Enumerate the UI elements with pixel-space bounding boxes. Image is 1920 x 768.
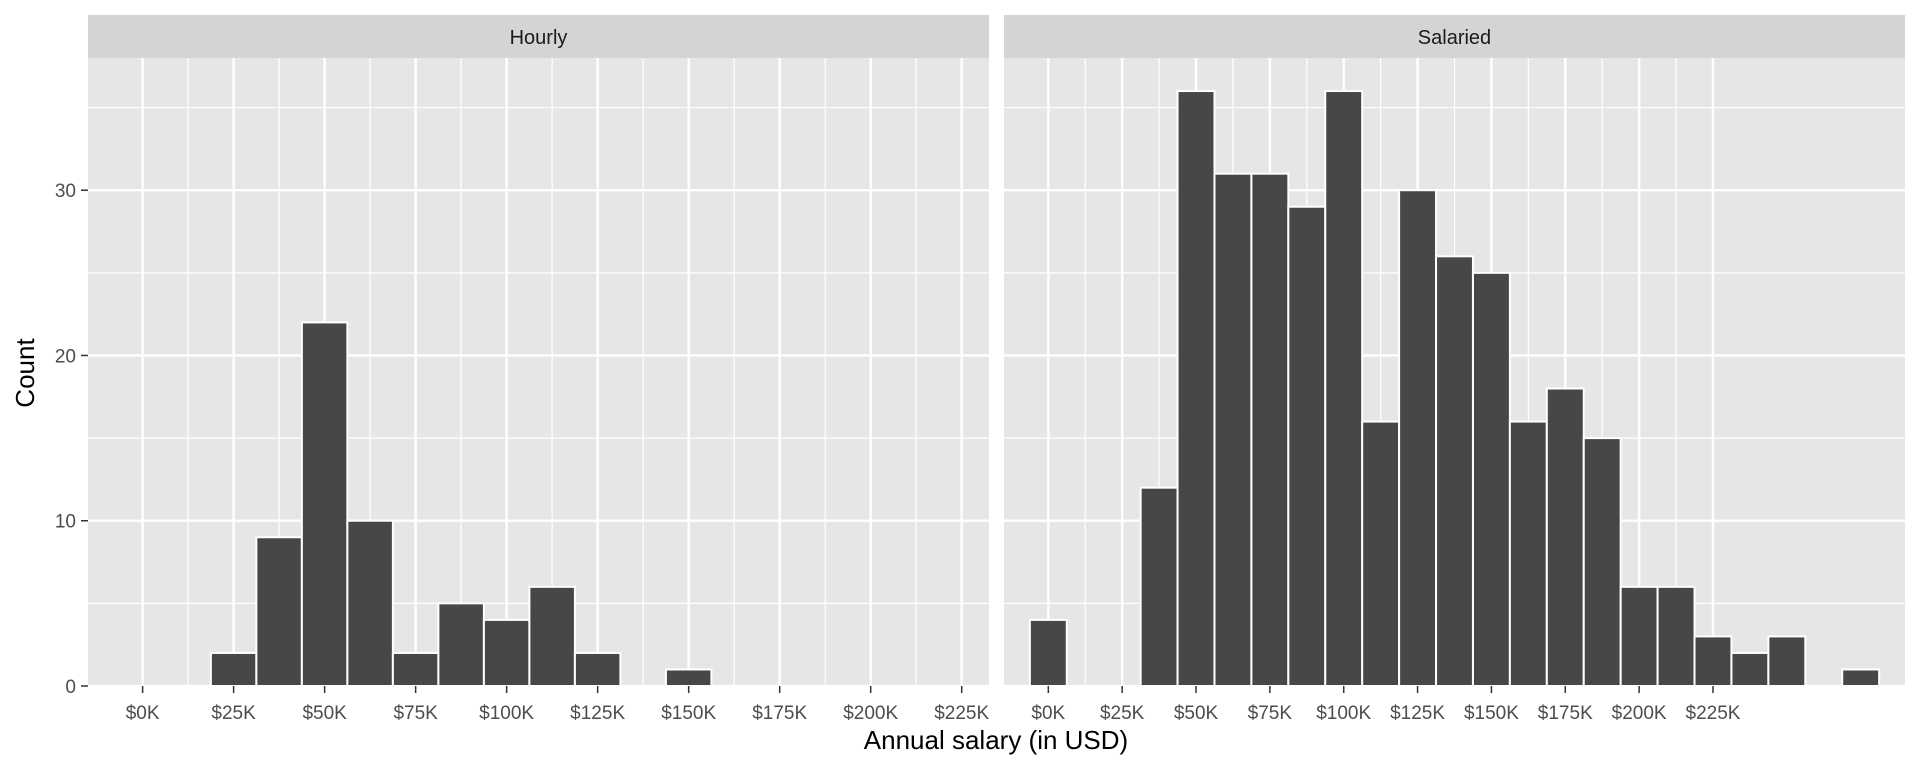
histogram-bar [1471,271,1511,687]
histogram-bar [1508,420,1548,687]
histogram-bar [1435,255,1474,687]
histogram-bar [1841,668,1881,688]
histogram-bar [437,602,485,687]
strip-label: Salaried [1418,27,1491,49]
strip-background [1004,15,1905,58]
histogram-bar [573,651,622,688]
x-tick-label: $50K [302,703,347,724]
histogram-bar [1545,387,1585,687]
x-tick-label: $100K [479,703,534,724]
x-tick-label: $75K [1248,703,1293,724]
x-tick-label: $25K [211,703,256,724]
histogram-bar [482,618,531,687]
x-tick-label: $150K [1464,703,1519,724]
x-tick-label: $100K [1316,703,1371,724]
histogram-bar [1176,90,1216,688]
x-tick-label: $200K [843,703,898,724]
panel-hourly: Hourly $0K $25K $50K $75K $100K $125K $150K $175… [55,15,989,724]
x-tick-label: $175K [752,703,807,724]
x-tick-label: $200K [1612,703,1667,724]
histogram-bar [1619,585,1659,687]
histogram-bar [664,668,713,688]
histogram-bar [1656,585,1696,687]
y-axis-title: Count [10,338,40,408]
x-axis-title: Annual salary (in USD) [864,725,1128,755]
panel-background [88,58,989,686]
histogram-bar [391,651,440,688]
histogram-bar [528,585,576,687]
x-tick-label: $0K [1031,703,1065,724]
x-tick-label: $225K [1686,703,1741,724]
histogram-bar [255,536,303,688]
histogram-bar [1361,420,1401,687]
histogram-bar [1398,189,1438,687]
panels: Hourly $0K $25K $50K $75K $100K $125K $150K $175… [55,15,1905,724]
histogram-bar [1767,635,1807,688]
x-tick-label: $125K [1390,703,1445,724]
x-tick-label: $50K [1174,703,1219,724]
histogram-bar [1250,172,1290,687]
strip-background [88,15,989,58]
x-tick-label: $175K [1538,703,1593,724]
histogram-bar [1730,651,1770,688]
histogram-bar [209,651,258,688]
histogram-bar [346,519,394,687]
x-tick-label: $225K [934,703,989,724]
y-tick-label: 10 [55,512,76,533]
x-tick-label: $75K [393,703,438,724]
x-tick-label: $25K [1100,703,1145,724]
y-tick-label: 20 [55,346,76,367]
x-tick-label: $150K [661,703,716,724]
x-tick-label: $0K [126,703,160,724]
histogram-bar [1213,172,1253,687]
x-tick-label: $125K [570,703,625,724]
histogram-bar [1324,90,1364,688]
histogram-bar [300,321,349,687]
histogram-bar [1139,486,1179,687]
panel-salaried: Salaried $0K $25K $50K $75K $100K $125K $150K $1… [1004,15,1905,724]
histogram-bar [1028,618,1068,687]
strip-label: Hourly [510,27,568,49]
histogram-bar [1582,437,1622,687]
histogram-bar [1287,205,1327,687]
histogram-bar [1693,635,1733,688]
y-tick-label: 0 [65,677,76,698]
y-tick-label: 30 [55,181,76,202]
